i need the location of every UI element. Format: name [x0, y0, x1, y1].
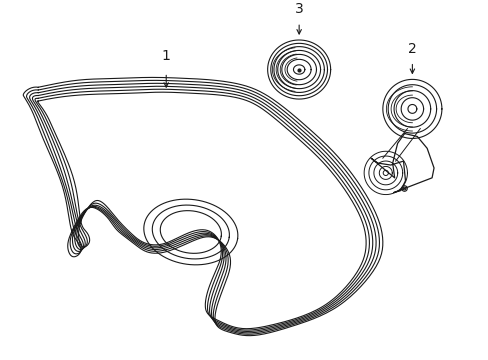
Text: 3: 3	[294, 3, 303, 16]
Text: 1: 1	[162, 49, 170, 63]
Text: 2: 2	[407, 42, 416, 56]
